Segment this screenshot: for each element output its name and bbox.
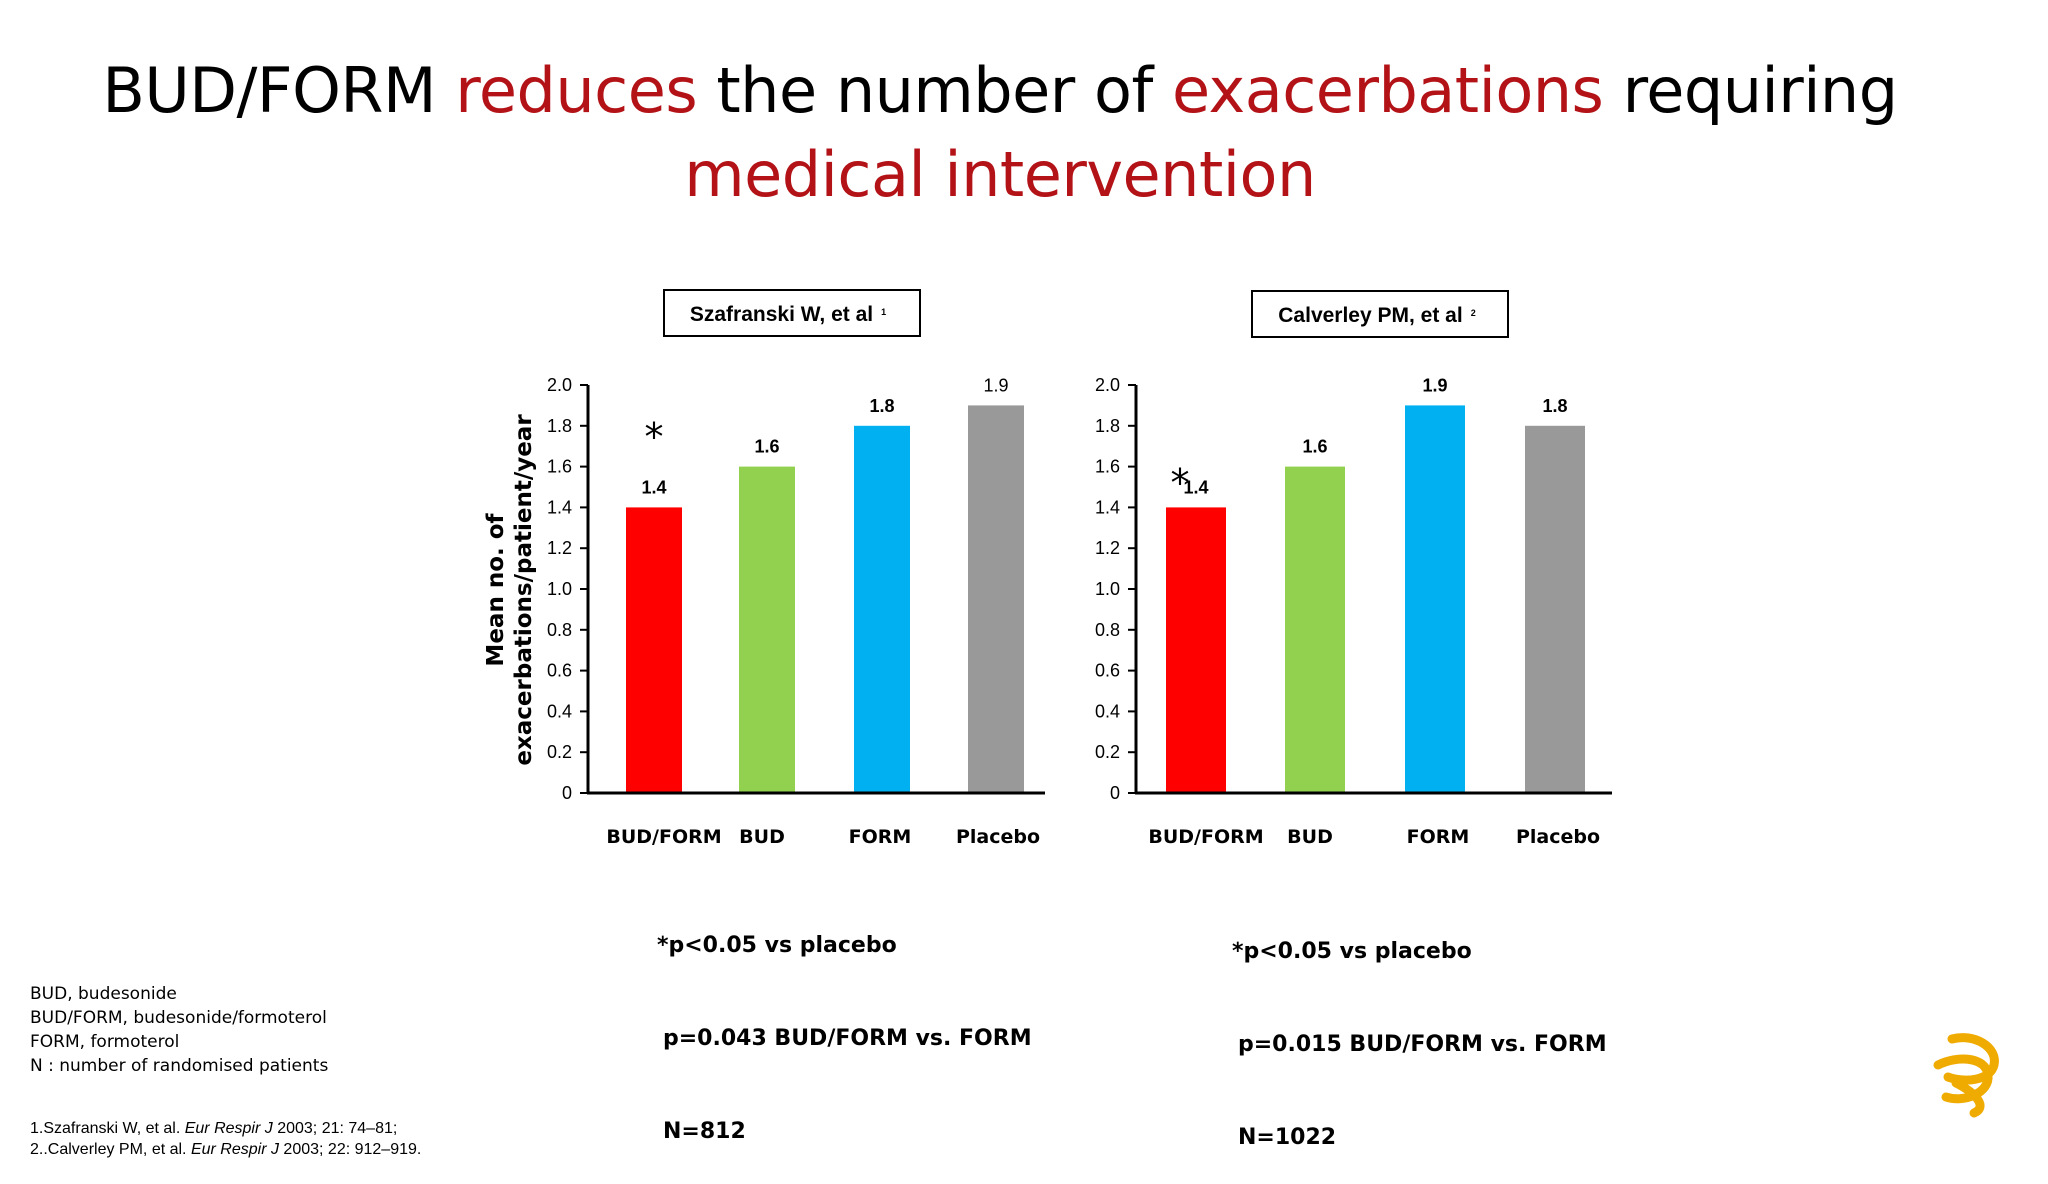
chart-2-bar-placebo [1525, 425, 1585, 793]
chart-1-title-box [663, 289, 921, 337]
chart-1-y-tick-label: 1.2 [547, 538, 572, 558]
chart-2-y-tick-label: 1.8 [1095, 416, 1120, 436]
chart-2-notes: *p<0.05 vs placebo p=0.015 BUD/FORM vs. … [1232, 874, 1607, 1184]
chart-2-y-tick-label: 0.6 [1095, 661, 1120, 681]
chart-2-y-tick-label: 1.4 [1095, 497, 1120, 517]
chart-1-category-label: BUD/FORM [606, 826, 721, 848]
chart-1-value-label: 1.4 [641, 477, 666, 497]
abbreviation-item: N : number of randomised patients [30, 1056, 329, 1076]
chart-2-y-tick-label: 1.6 [1095, 457, 1120, 477]
chart-1-y-tick-label: 0.8 [547, 620, 572, 640]
chart-1-category-label: BUD [739, 826, 785, 848]
chart-2-y-tick-label: 1.0 [1095, 579, 1120, 599]
reference-journal: Eur Respir J [190, 1141, 279, 1158]
chart-1-value-label: 1.6 [754, 437, 779, 457]
chart-1-y-tick-label: 0.6 [547, 661, 572, 681]
chart-2-value-label: 1.9 [1422, 375, 1447, 395]
chart-2-category-label: Placebo [1516, 826, 1600, 848]
chart-1-y-tick-label: 0.2 [547, 742, 572, 762]
chart-2-significance-asterisk: * [1171, 461, 1190, 505]
chart-2-y-tick-label: 0.4 [1095, 701, 1120, 721]
title-highlight: exacerbations [1171, 54, 1604, 127]
chart-1-y-tick-label: 1.8 [547, 416, 572, 436]
astrazeneca-logo-icon [1933, 1033, 1999, 1118]
chart-2-value-label: 1.8 [1542, 396, 1567, 416]
abbreviation-item: FORM, formoterol [30, 1032, 180, 1052]
reference-item: 1.Szafranski W, et al. Eur Respir J 2003… [30, 1118, 421, 1139]
chart-1-notes: *p<0.05 vs placebo p=0.043 BUD/FORM vs. … [657, 868, 1032, 1178]
chart-1-title: Szafranski W, et al 1 [690, 303, 886, 326]
slide-title-line1: BUD/FORM reduces the number of exacerbat… [0, 50, 2000, 132]
title-text: requiring [1603, 54, 1899, 127]
chart-2-title-superscript: 2 [1471, 308, 1476, 318]
abbreviation-item: BUD, budesonide [30, 984, 177, 1004]
title-text: BUD/FORM [102, 54, 456, 127]
chart-1-bar-form [854, 425, 910, 793]
reference-authors: 2..Calverley PM, et al. [30, 1141, 191, 1158]
charts-canvas: Szafranski W, et al 1 1.4 BUD/FORM 1.6 BUD 1.8… [483, 289, 1999, 1118]
title-highlight: reduces [455, 54, 698, 127]
chart-1-category-label: FORM [849, 826, 912, 848]
chart-2-value-label: 1.6 [1302, 437, 1327, 457]
chart-1-significance-asterisk: * [645, 415, 664, 459]
reference-authors: 1.Szafranski W, et al. [30, 1120, 185, 1137]
chart-1-note-1: p=0.043 BUD/FORM vs. FORM [663, 1026, 1032, 1051]
chart-1-bar-bud-form [626, 507, 682, 793]
chart-1-value-label: 1.8 [869, 396, 894, 416]
reference-details: 2003; 21: 74–81; [272, 1120, 398, 1137]
chart-1-y-tick-label: 2.0 [547, 375, 572, 395]
abbreviations-list: BUD, budesonide BUD/FORM, budesonide/for… [30, 982, 328, 1078]
chart-2-category-label: BUD [1287, 826, 1333, 848]
chart-2-y-tick-label: 2.0 [1095, 375, 1120, 395]
chart-2-y-tick-label: 0.2 [1095, 742, 1120, 762]
reference-journal: Eur Respir J [184, 1120, 273, 1137]
chart-1-y-tick-label: 1.0 [547, 579, 572, 599]
chart-2-y-tick-label: 0.8 [1095, 620, 1120, 640]
title-text: the number of [697, 54, 1172, 127]
chart-1-note-0: *p<0.05 vs placebo [657, 933, 897, 958]
chart-1-note-2: N=812 [663, 1119, 746, 1144]
references-list: 1.Szafranski W, et al. Eur Respir J 2003… [30, 1118, 421, 1160]
chart-2-note-2: N=1022 [1238, 1125, 1337, 1150]
reference-details: 2003; 22: 912–919. [278, 1141, 422, 1158]
chart-1-y-tick-label: 0 [562, 783, 572, 803]
chart-1-y-tick-label: 1.4 [547, 497, 572, 517]
chart-2-y-tick-label: 1.2 [1095, 538, 1120, 558]
chart-2-category-label: BUD/FORM [1148, 826, 1263, 848]
chart-1-y-axis-label: Mean no. ofexacerbations/patient/year [483, 414, 537, 766]
reference-item: 2..Calverley PM, et al. Eur Respir J 200… [30, 1139, 421, 1160]
chart-2-note-1: p=0.015 BUD/FORM vs. FORM [1238, 1032, 1607, 1057]
chart-2-y-tick-label: 0 [1110, 783, 1120, 803]
chart-2-category-label: FORM [1407, 826, 1470, 848]
chart-2-value-label: 1.4 [1183, 477, 1208, 497]
chart-1-title-superscript: 1 [881, 307, 886, 317]
chart-1-bar-placebo [968, 405, 1024, 793]
chart-1-category-label: Placebo [956, 826, 1040, 848]
chart-1-y-tick-label: 1.6 [547, 457, 572, 477]
slide-title-line2: medical intervention [0, 134, 2000, 216]
chart-2-note-0: *p<0.05 vs placebo [1232, 939, 1472, 964]
chart-2-bar-bud-form [1166, 507, 1226, 793]
chart-1-bar-bud [739, 466, 795, 793]
chart-2-title: Calverley PM, et al 2 [1278, 304, 1475, 327]
chart-2-bar-bud [1285, 466, 1345, 793]
chart-1-value-label: 1.9 [983, 375, 1008, 395]
chart-1-y-tick-label: 0.4 [547, 701, 572, 721]
title-highlight: medical intervention [684, 138, 1316, 211]
chart-2-bar-form [1405, 405, 1465, 793]
chart-2-title-box [1251, 290, 1509, 338]
abbreviation-item: BUD/FORM, budesonide/formoterol [30, 1008, 327, 1028]
